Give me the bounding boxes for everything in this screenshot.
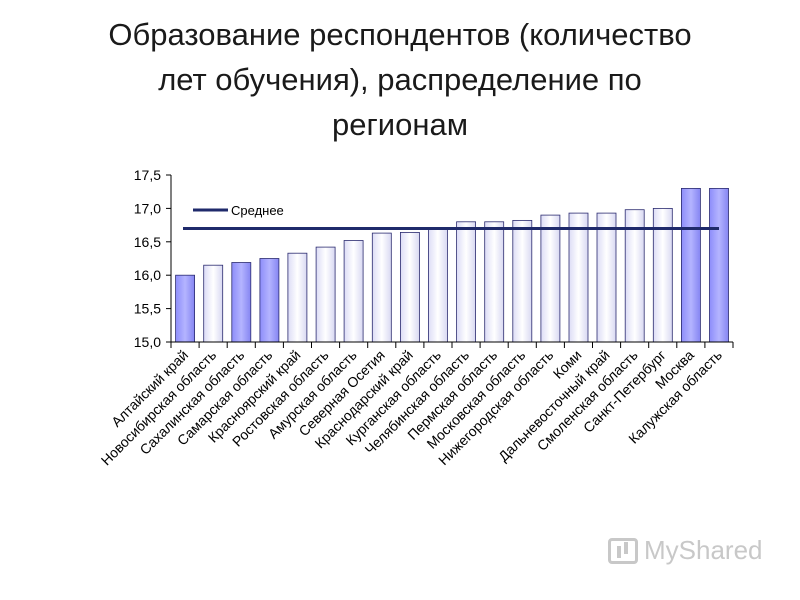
legend-label: Среднее	[231, 203, 284, 218]
bar-13	[512, 219, 533, 343]
bar-19	[681, 187, 701, 343]
chart-title-line-1: Образование респондентов (количество	[108, 17, 692, 52]
watermark: MyShared	[608, 535, 763, 566]
bar-10	[427, 227, 448, 343]
bar-15	[568, 212, 589, 343]
x-category-label: Новосибирская область	[98, 347, 220, 469]
bar-11	[456, 221, 477, 343]
y-tick-label: 16,5	[134, 234, 161, 250]
bar-6	[315, 246, 336, 343]
bars-group	[175, 187, 729, 343]
y-tick-label: 15,0	[134, 334, 161, 350]
bar-8	[371, 232, 392, 343]
bar-12	[484, 221, 505, 343]
bar-1	[175, 274, 196, 343]
bar-14	[540, 214, 561, 343]
y-tick-label: 17,0	[134, 200, 161, 216]
y-tick-label: 16,0	[134, 267, 161, 283]
bar-4	[259, 258, 280, 343]
chart-title-line-3: регионам	[331, 107, 469, 142]
bar-5	[287, 252, 308, 343]
bar-7	[343, 240, 364, 343]
bar-9	[399, 231, 420, 343]
chart-title: Образование респондентов (количество лет…	[40, 12, 760, 147]
watermark-text: MyShared	[644, 535, 763, 565]
bar-20	[709, 187, 729, 343]
presentation-logo-icon	[608, 537, 638, 564]
axes-group	[166, 174, 734, 348]
bar-16	[596, 212, 617, 343]
bar-2	[203, 264, 224, 343]
y-tick-label: 15,5	[134, 301, 161, 317]
chart-title-line-2: лет обучения), распределение по	[158, 62, 642, 97]
y-tick-label: 17,5	[134, 167, 161, 183]
bar-3	[231, 262, 252, 343]
